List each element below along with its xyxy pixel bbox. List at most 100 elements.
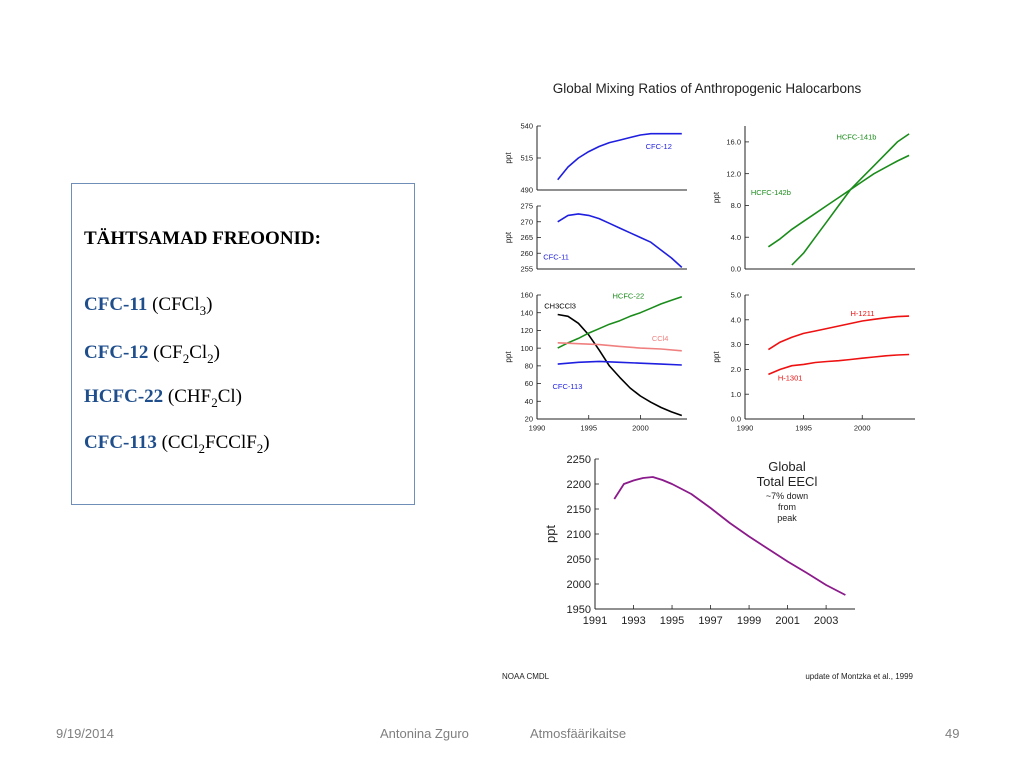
panel-cfc12: 490 515 540 ppt CFC-12 (504, 122, 687, 195)
compound-name: CFC-11 (84, 294, 148, 315)
source-left: NOAA CMDL (502, 672, 550, 681)
x-tick-label: 1990 (737, 424, 754, 433)
x-tick-label: 1999 (737, 615, 761, 627)
series-label: CH3CCl3 (544, 301, 576, 310)
x-tick-label: 1991 (583, 615, 607, 627)
x-tick-label: 1995 (580, 424, 597, 433)
y-tick-label: 160 (520, 291, 533, 300)
y-tick-label: 40 (525, 397, 533, 406)
y-tick-label: 4.0 (731, 233, 741, 242)
y-tick-label: 20 (525, 415, 533, 424)
series-line-global-total-eecl (613, 476, 846, 596)
y-tick-label: 140 (520, 308, 533, 317)
y-tick-label: 255 (520, 265, 533, 274)
y-axis-label: ppt (712, 191, 721, 203)
series-line-h-1301 (768, 353, 910, 376)
series-label: HCFC-141b (836, 133, 876, 142)
y-tick-label: 2000 (567, 579, 591, 591)
y-tick-label: 8.0 (731, 201, 741, 210)
y-tick-label: 2200 (567, 479, 591, 491)
box-heading: TÄHTSAMAD FREOONID: (84, 228, 321, 249)
series-line-cfc-113 (557, 360, 682, 366)
y-tick-label: 1.0 (731, 390, 741, 399)
y-tick-label: 80 (525, 361, 533, 370)
x-tick-label: 2000 (854, 424, 871, 433)
compound-cfc-12: CFC-12 (CF2Cl2) (84, 342, 220, 367)
y-tick-label: 0.0 (731, 265, 741, 274)
y-axis-label: ppt (543, 525, 558, 543)
y-tick-label: 1950 (567, 604, 591, 616)
y-tick-label: 270 (520, 217, 533, 226)
compound-formula: (CFCl3) (147, 294, 213, 318)
footer-page-number: 49 (945, 726, 960, 741)
y-tick-label: 265 (520, 233, 533, 242)
y-axis-label: ppt (504, 152, 513, 164)
x-tick-label: 1995 (660, 615, 684, 627)
y-tick-label: 2250 (567, 454, 591, 466)
series-label: H-1211 (851, 309, 875, 318)
y-tick-label: 2100 (567, 529, 591, 541)
series-line-cfc-11 (557, 213, 683, 268)
series-label: H-1301 (778, 374, 803, 383)
panel-eecl: 1950 2000 2050 2100 2150 2200 2250 1991 1993 1995… (543, 454, 855, 627)
y-tick-label: 2.0 (731, 365, 741, 374)
compound-name: CFC-113 (84, 432, 157, 453)
annotation-line: Total EECl (757, 474, 818, 489)
x-tick-label: 2003 (814, 615, 838, 627)
y-tick-label: 490 (520, 186, 533, 195)
series-label: HCFC-142b (751, 188, 791, 197)
y-tick-label: 515 (520, 154, 533, 163)
panel-hcfc141: 0.0 4.0 8.0 12.0 16.0 ppt HCFC-141b HCFC-142b (712, 126, 915, 274)
y-tick-label: 3.0 (731, 340, 741, 349)
source-right: update of Montzka et al., 1999 (805, 672, 913, 681)
series-line-cfc-12 (557, 132, 682, 181)
y-tick-label: 260 (520, 249, 533, 258)
y-axis-label: ppt (504, 231, 513, 243)
y-axis-label: ppt (712, 351, 721, 363)
y-tick-label: 0.0 (731, 415, 741, 424)
series-line-ch3ccl3 (557, 313, 683, 417)
compound-formula: (CHF2Cl) (163, 386, 242, 410)
series-line-h-1211 (767, 315, 910, 351)
x-tick-label: 1995 (795, 424, 812, 433)
series-label: HCFC-22 (613, 292, 645, 301)
series-label: CCl4 (652, 334, 669, 343)
compound-formula: (CCl2FCClF2) (156, 432, 270, 456)
x-tick-label: 1993 (621, 615, 645, 627)
y-tick-label: 5.0 (731, 291, 741, 300)
y-tick-label: 540 (520, 122, 533, 131)
compound-formula: (CF2Cl2) (148, 342, 220, 366)
compound-name: CFC-12 (84, 342, 149, 363)
series-line-hcfc-142b (767, 154, 910, 248)
y-axis-label: ppt (504, 351, 513, 363)
x-tick-label: 1997 (698, 615, 722, 627)
footer-date: 9/19/2014 (56, 726, 114, 741)
compound-hcfc-22: HCFC-22 (CHF2Cl) (84, 386, 242, 411)
y-tick-label: 4.0 (731, 315, 741, 324)
footer-author: Antonina Zguro (380, 726, 469, 741)
series-line-hcfc-22 (557, 296, 683, 349)
annotation-line: Global (768, 459, 806, 474)
annotation-line: peak (777, 513, 797, 523)
y-tick-label: 60 (525, 379, 533, 388)
halocarbon-figure: Global Mixing Ratios of Anthropogenic Ha… (502, 81, 915, 681)
series-label: CFC-11 (543, 253, 569, 262)
footer-course: Atmosfäärikaitse (530, 726, 627, 741)
y-tick-label: 2050 (567, 554, 591, 566)
compound-name: HCFC-22 (84, 386, 164, 407)
annotation-line: from (778, 502, 796, 512)
chart-panels: 490 515 540 ppt CFC-12 255 260 265 270 275 ppt CFC-… (504, 122, 915, 627)
annotation-line: ~7% down (766, 491, 808, 501)
compound-cfc-113: CFC-113 (CCl2FCClF2) (84, 432, 270, 457)
x-tick-label: 2001 (775, 615, 799, 627)
y-tick-label: 12.0 (726, 169, 741, 178)
y-tick-label: 2150 (567, 504, 591, 516)
x-tick-label: 1990 (529, 424, 546, 433)
series-label: CFC-113 (553, 382, 583, 391)
series-line-ccl4 (557, 342, 682, 352)
y-tick-label: 120 (520, 326, 533, 335)
y-tick-label: 275 (520, 202, 533, 211)
series-line-hcfc-141b (791, 133, 910, 266)
panel-ch3ccl3: 20 40 60 80 100 120 140 160 1990 1995 2000 ppt CH3CC… (504, 291, 687, 433)
figure-title: Global Mixing Ratios of Anthropogenic Ha… (553, 81, 862, 96)
